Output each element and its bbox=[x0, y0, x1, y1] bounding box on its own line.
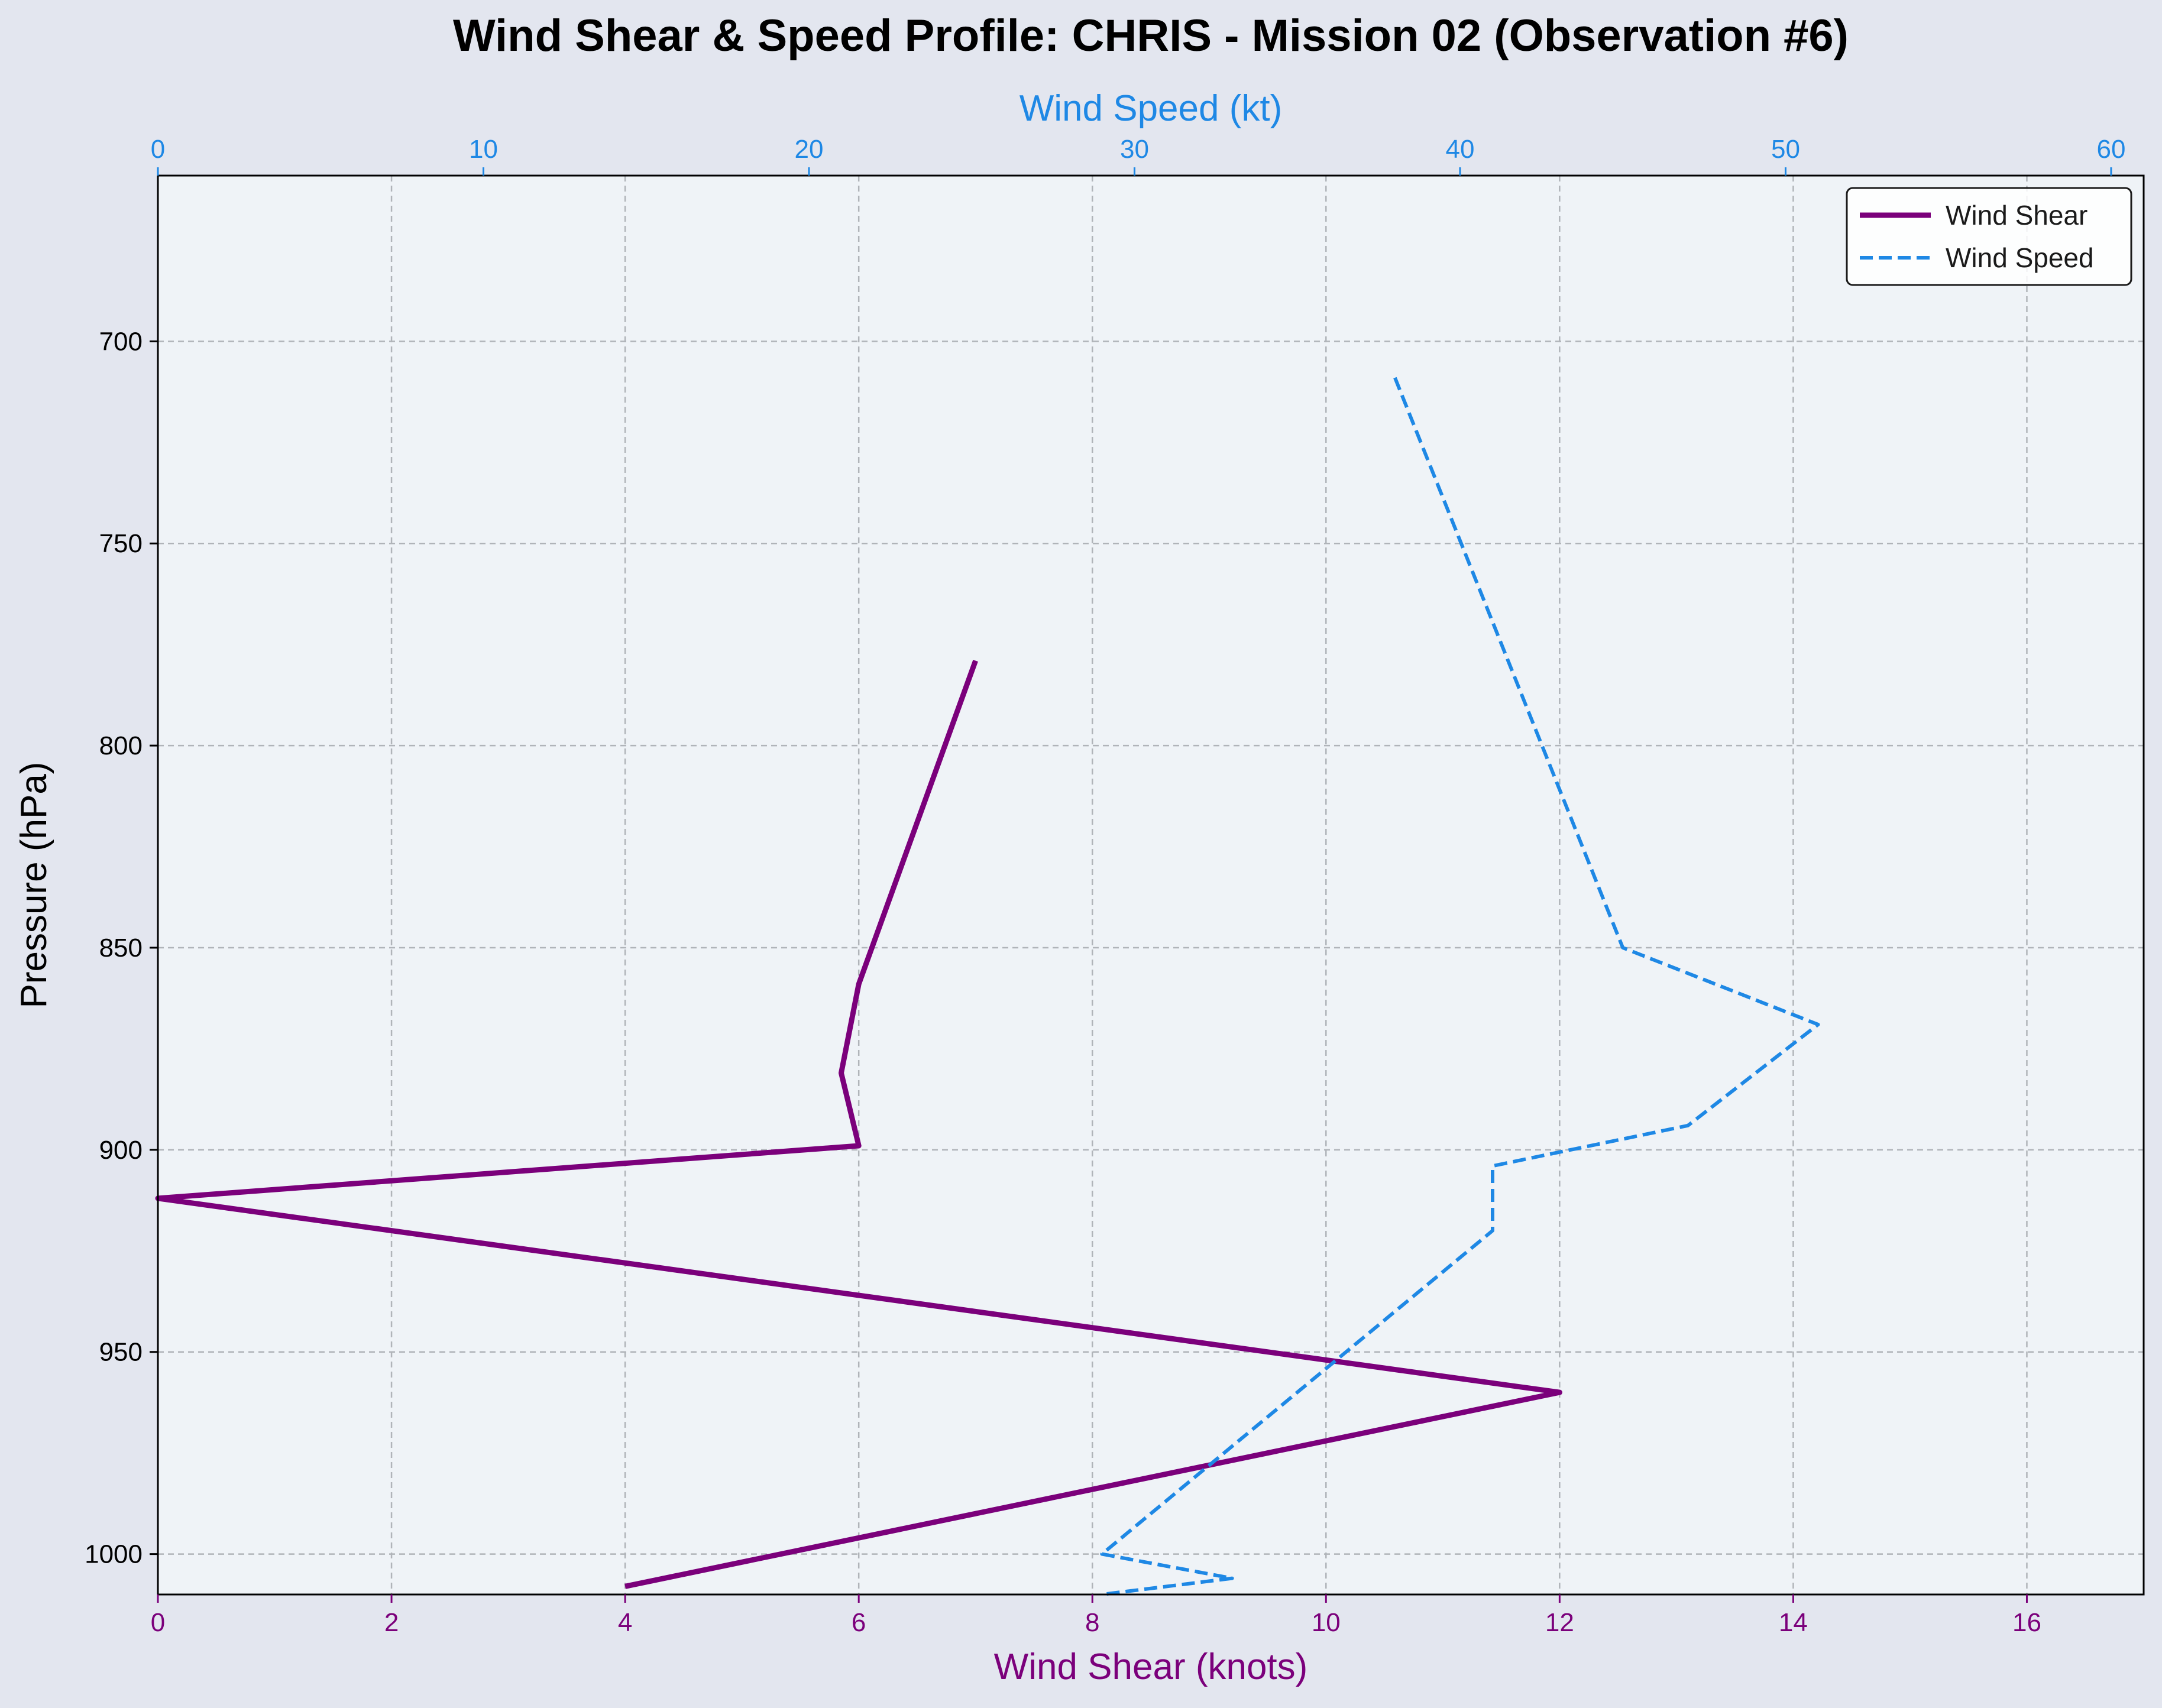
y-tick-label: 850 bbox=[99, 934, 143, 962]
top-axis-label: Wind Speed (kt) bbox=[1019, 88, 1283, 129]
bottom-tick-label: 2 bbox=[384, 1608, 399, 1637]
y-axis-ticks: 700 750 800 850 900 950 1000 bbox=[85, 327, 158, 1569]
bottom-tick-label: 0 bbox=[151, 1608, 165, 1637]
top-tick-label: 60 bbox=[2096, 135, 2125, 164]
chart-title: Wind Shear & Speed Profile: CHRIS - Miss… bbox=[453, 11, 1849, 61]
plot-frame bbox=[157, 174, 2145, 1596]
top-tick-label: 20 bbox=[795, 135, 824, 164]
bottom-tick-label: 4 bbox=[618, 1608, 632, 1637]
y-tick-label: 800 bbox=[99, 731, 143, 760]
top-tick-label: 50 bbox=[1771, 135, 1800, 164]
legend-box bbox=[1846, 187, 2132, 286]
bottom-tick-label: 12 bbox=[1545, 1608, 1574, 1637]
top-tick-label: 40 bbox=[1445, 135, 1474, 164]
bottom-tick-label: 6 bbox=[852, 1608, 866, 1637]
y-tick-label: 1000 bbox=[85, 1540, 143, 1569]
series-line-wind-speed bbox=[1100, 377, 1820, 1596]
bottom-tick-label: 10 bbox=[1312, 1608, 1341, 1637]
legend-label-wind-shear: Wind Shear bbox=[1946, 200, 2087, 231]
bottom-axis-label: Wind Shear (knots) bbox=[994, 1647, 1308, 1687]
top-tick-label: 0 bbox=[151, 135, 165, 164]
bottom-axis-ticks: 0 2 4 6 8 10 12 14 16 bbox=[151, 1594, 2041, 1637]
y-tick-label: 700 bbox=[99, 327, 143, 356]
top-tick-label: 30 bbox=[1120, 135, 1149, 164]
legend: Wind Shear Wind Speed bbox=[1846, 187, 2132, 286]
bottom-tick-label: 16 bbox=[2012, 1608, 2041, 1637]
y-tick-label: 750 bbox=[99, 529, 143, 558]
legend-label-wind-speed: Wind Speed bbox=[1946, 242, 2094, 273]
y-tick-label: 900 bbox=[99, 1136, 143, 1165]
series-lines bbox=[155, 377, 1820, 1596]
series-line-wind-shear bbox=[155, 659, 1562, 1589]
bottom-tick-label: 8 bbox=[1085, 1608, 1099, 1637]
top-axis-ticks: 0 10 20 30 40 50 60 bbox=[151, 135, 2125, 176]
top-tick-label: 10 bbox=[469, 135, 498, 164]
plot-area bbox=[158, 176, 2144, 1594]
y-tick-label: 950 bbox=[99, 1338, 143, 1367]
y-axis-label: Pressure (hPa) bbox=[14, 762, 54, 1009]
bottom-tick-label: 14 bbox=[1779, 1608, 1808, 1637]
